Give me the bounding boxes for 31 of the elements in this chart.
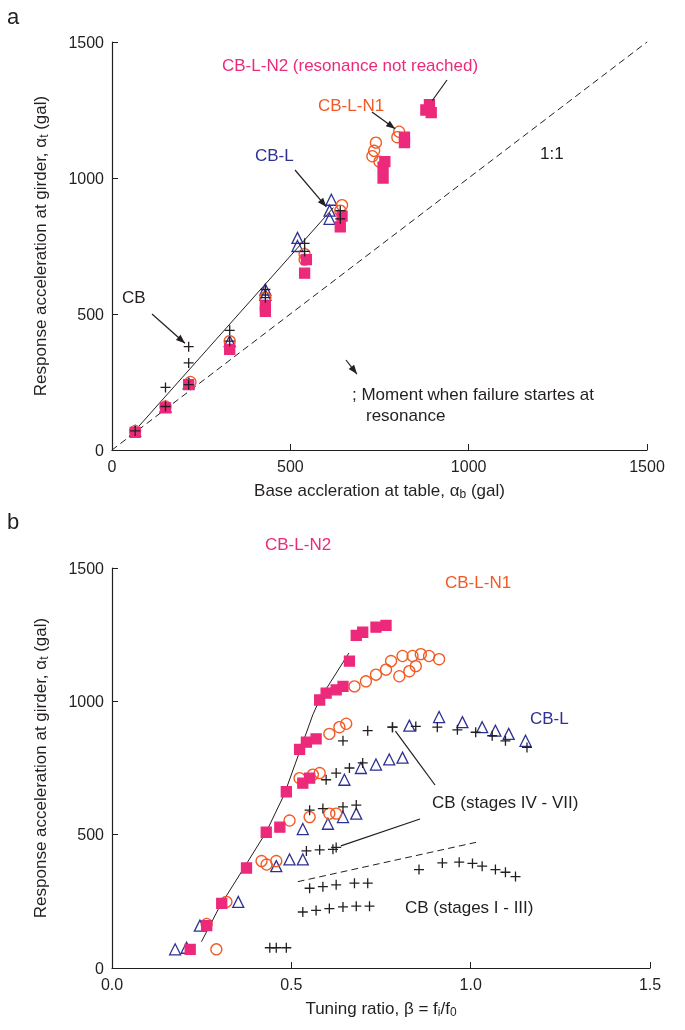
y-axis-title: Response acceleration at girder, αt (gal)	[30, 95, 51, 397]
series-label: CB-L	[530, 709, 569, 729]
x-tick-label: 0.5	[280, 975, 303, 993]
x-tick-label: 500	[276, 457, 304, 475]
x-tick-label: 1000	[450, 457, 487, 475]
annotation: 1:1	[540, 144, 564, 164]
text: CB	[122, 288, 146, 308]
chart-title: b	[7, 508, 20, 534]
text: CB-L-N2 (resonance not reached)	[222, 56, 479, 76]
x-tick-label: 0	[107, 457, 117, 475]
y-axis-title: Response acceleration at girder, αt (gal)	[30, 617, 51, 919]
series-label: CB-L-N1	[318, 96, 385, 116]
y-tick-label: 500	[77, 305, 105, 323]
annotation: ; Moment when failure startes at resonance	[352, 384, 594, 426]
x-tick-label: 1.5	[638, 975, 662, 993]
text: CB-L-N2	[265, 535, 332, 555]
text: CB-L	[255, 146, 294, 166]
x-tick-label: 0.0	[100, 975, 124, 993]
y-tick-label: 1500	[68, 559, 105, 577]
y-tick-label: 1000	[68, 169, 105, 187]
y-tick-label: 500	[77, 826, 105, 844]
y-tick-label: 1000	[68, 692, 105, 710]
x-tick-label: 1.0	[459, 975, 482, 993]
series-label: CB (stages I - III)	[405, 898, 534, 918]
y-tick-label: 1500	[68, 33, 105, 51]
y-tick-label: 0	[95, 959, 105, 977]
chart-title: a	[7, 3, 20, 29]
text: CB (stages IV - VII)	[432, 793, 579, 813]
y-tick-label: 0	[95, 441, 105, 459]
text: CB-L-N1	[445, 573, 512, 593]
x-tick-label: 1500	[629, 457, 665, 475]
